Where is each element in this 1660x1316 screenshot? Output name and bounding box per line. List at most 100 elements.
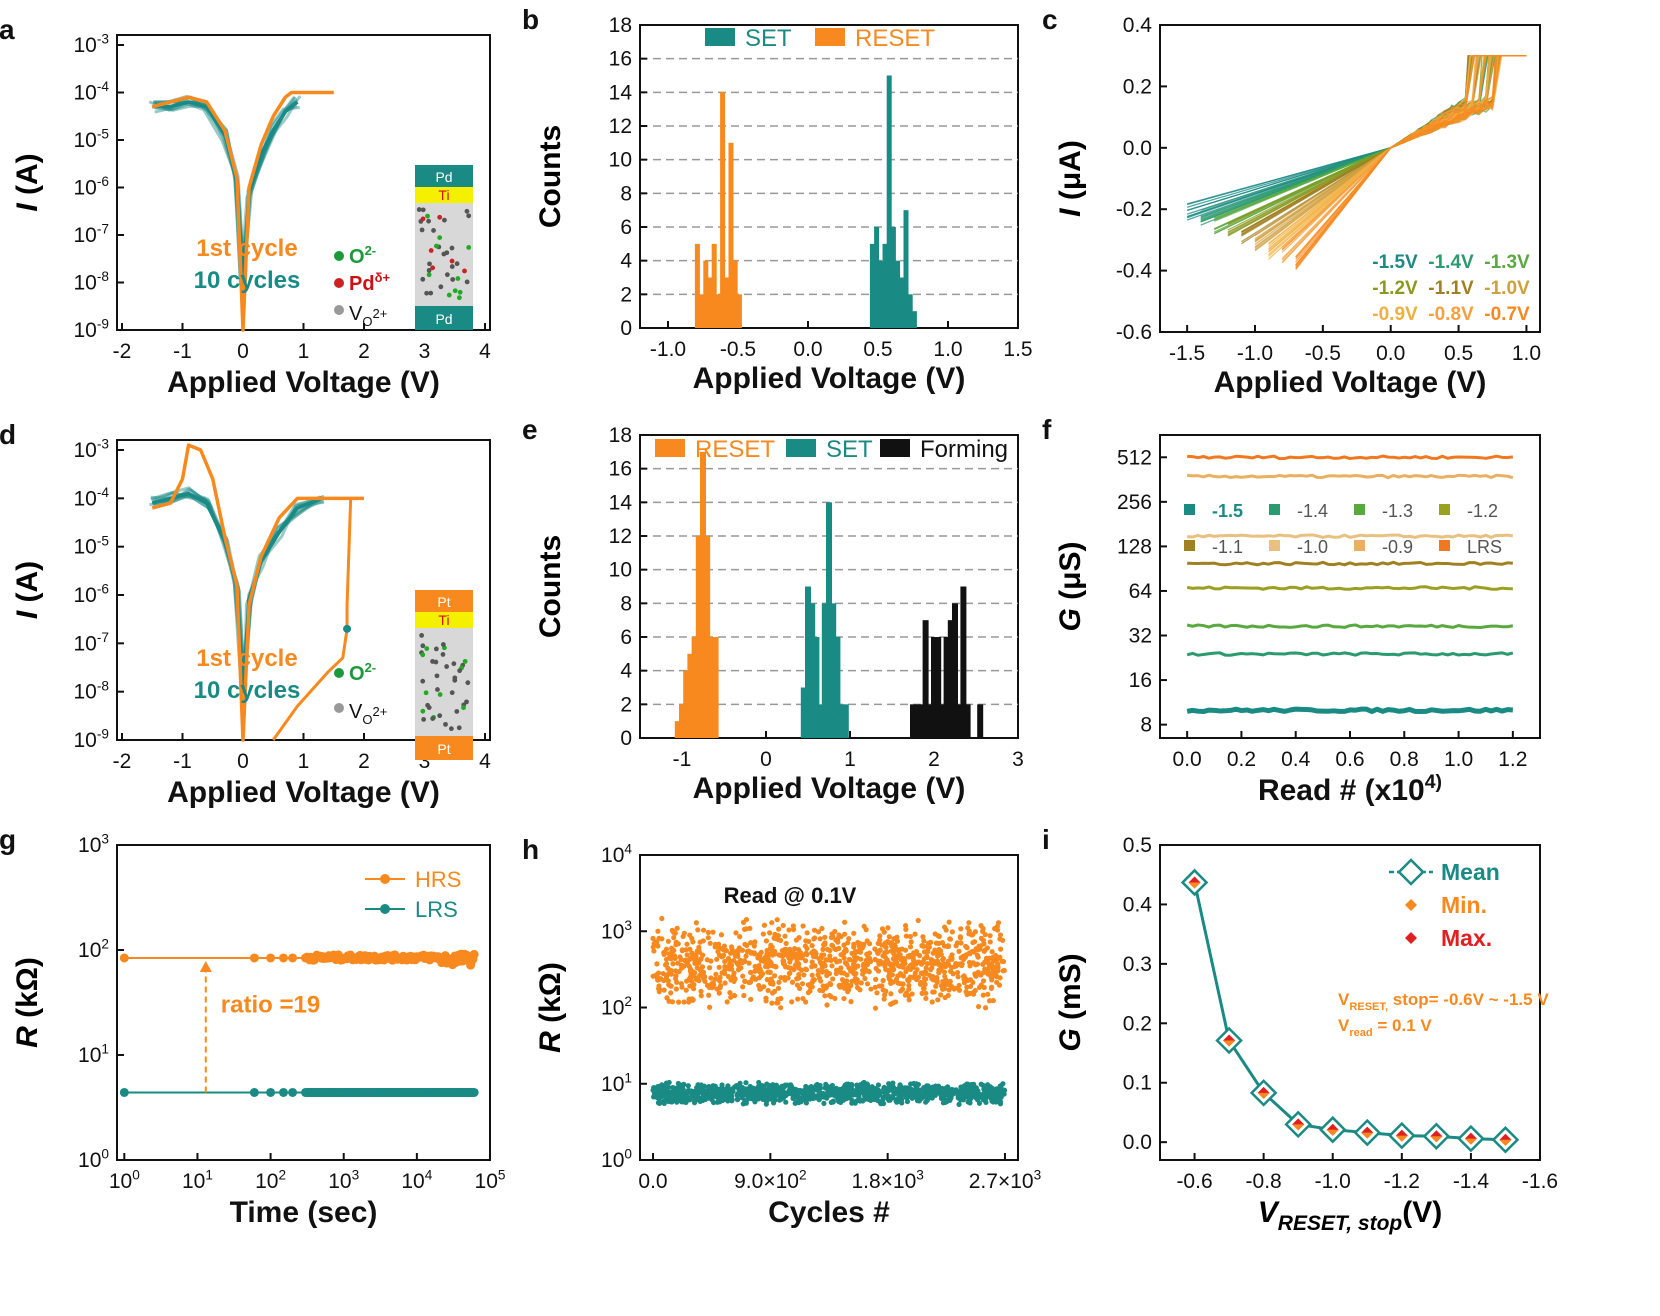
d-xtick-label: 1: [298, 750, 310, 773]
cycle-point-LRS: [910, 1087, 916, 1094]
bar-reset: [699, 294, 705, 328]
cycle-point-LRS: [710, 1083, 716, 1089]
cycle-point-HRS: [945, 943, 952, 949]
cycle-point-LRS: [663, 1096, 669, 1102]
cycle-point-HRS: [923, 976, 929, 982]
oxygen-ion-icon: [334, 251, 344, 261]
b-ytick-label: 18: [609, 14, 632, 37]
cycle-point-HRS: [909, 963, 915, 969]
legend-swatch: [655, 439, 685, 457]
inset-legend: O2-: [349, 243, 376, 268]
cycle-point-HRS: [820, 946, 826, 953]
cycle-point-LRS: [667, 1090, 673, 1096]
cycle-point-LRS: [729, 1093, 735, 1099]
cycle-point-HRS: [900, 964, 906, 970]
cycle-point-HRS: [890, 966, 897, 973]
cycle-point-HRS: [761, 922, 768, 928]
legend-swatch: [880, 439, 910, 457]
cycle-point-HRS: [868, 986, 874, 992]
ion-dot: [434, 243, 439, 249]
conductance-trace: [1186, 651, 1514, 657]
bar-reset: [712, 637, 719, 738]
legend-10-cycles: 10 cycles: [194, 677, 301, 704]
cycle-point-HRS: [944, 981, 950, 987]
legend-marker: [1439, 540, 1450, 551]
retention-point: [119, 953, 129, 963]
cycle-point-HRS: [722, 964, 728, 970]
cycle-point-HRS: [961, 973, 967, 979]
cycle-point-HRS: [807, 983, 813, 989]
y-axis-label: G (mS): [1054, 953, 1087, 1051]
ion-dot: [466, 213, 472, 219]
cycle-point-HRS: [903, 947, 909, 953]
cycle-point-LRS: [767, 1085, 773, 1092]
cycle-point-LRS: [923, 1099, 929, 1105]
cycle-point-HRS: [776, 952, 782, 958]
cycle-point-HRS: [988, 973, 995, 979]
i-ytick-label: 0.0: [1123, 1131, 1152, 1154]
cycle-point-LRS: [663, 1080, 670, 1086]
panel-letter: d: [0, 419, 16, 450]
iv-trace: [1295, 55, 1527, 268]
ion-dot: [435, 687, 440, 692]
cycle-point-HRS: [842, 960, 849, 966]
cycle-point-HRS: [775, 985, 782, 991]
ratio-annotation: ratio =19: [221, 992, 320, 1019]
legend-reset-stop: -1.4V: [1428, 252, 1474, 273]
legend-marker: [1184, 540, 1195, 551]
bar-reset: [703, 260, 709, 328]
ion-dot: [420, 276, 426, 282]
c-xtick-label: 0.5: [1444, 342, 1473, 365]
cycle-point-HRS: [843, 948, 849, 954]
c-ytick-label: -0.2: [1116, 198, 1152, 221]
cycle-point-HRS: [810, 977, 816, 983]
cycle-point-HRS: [943, 927, 949, 933]
a-xtick-label: 3: [419, 340, 431, 363]
cycle-point-HRS: [671, 934, 677, 941]
cycle-point-HRS: [766, 930, 773, 936]
y-axis-label: G (μS): [1054, 541, 1087, 631]
cycle-point-HRS: [673, 973, 679, 979]
y-axis-label: Counts: [534, 535, 567, 638]
ion-dot: [461, 705, 466, 711]
electrode-top: [415, 590, 473, 612]
cycle-point-LRS: [965, 1083, 971, 1089]
cycle-point-HRS: [903, 933, 909, 939]
g-xtick-label: 102: [255, 1168, 286, 1193]
cycle-point-HRS: [930, 950, 936, 956]
pd-ion-icon: [334, 278, 344, 288]
cycle-point-HRS: [827, 947, 833, 954]
ion-dot: [431, 228, 436, 233]
cycle-point-LRS: [814, 1081, 820, 1088]
cycle-point-HRS: [725, 973, 731, 980]
cycle-point-HRS: [941, 943, 948, 949]
cycle-point-HRS: [696, 947, 702, 953]
ion-dot: [449, 264, 455, 269]
min-marker: [1257, 1092, 1270, 1099]
cycle-point-HRS: [950, 971, 956, 977]
panel-g-frame: [116, 844, 491, 1161]
cycle-point-LRS: [776, 1097, 783, 1103]
y-axis-label: I (μA): [1054, 140, 1087, 217]
cycle-point-HRS: [689, 935, 695, 942]
cycle-point-LRS: [794, 1093, 801, 1099]
cycle-point-HRS: [752, 939, 758, 945]
cycle-point-HRS: [888, 961, 894, 967]
cycle-point-HRS: [986, 998, 993, 1004]
cycle-point-HRS: [668, 990, 674, 996]
cycle-point-HRS: [737, 934, 743, 940]
e-xtick-label: 3: [1012, 748, 1024, 771]
cycle-point-HRS: [872, 1005, 879, 1011]
cycle-point-LRS: [956, 1101, 962, 1107]
iv-trace: [1295, 55, 1527, 263]
ion-dot: [420, 652, 426, 658]
cycle-point-HRS: [746, 979, 752, 986]
bar-forming: [931, 637, 937, 738]
cycle-point-HRS: [879, 926, 886, 932]
cycle-point-HRS: [767, 969, 773, 976]
ion-dot: [462, 658, 468, 664]
cycle-point-HRS: [663, 956, 670, 962]
cycle-point-HRS: [936, 970, 942, 976]
bar-forming: [910, 704, 916, 738]
